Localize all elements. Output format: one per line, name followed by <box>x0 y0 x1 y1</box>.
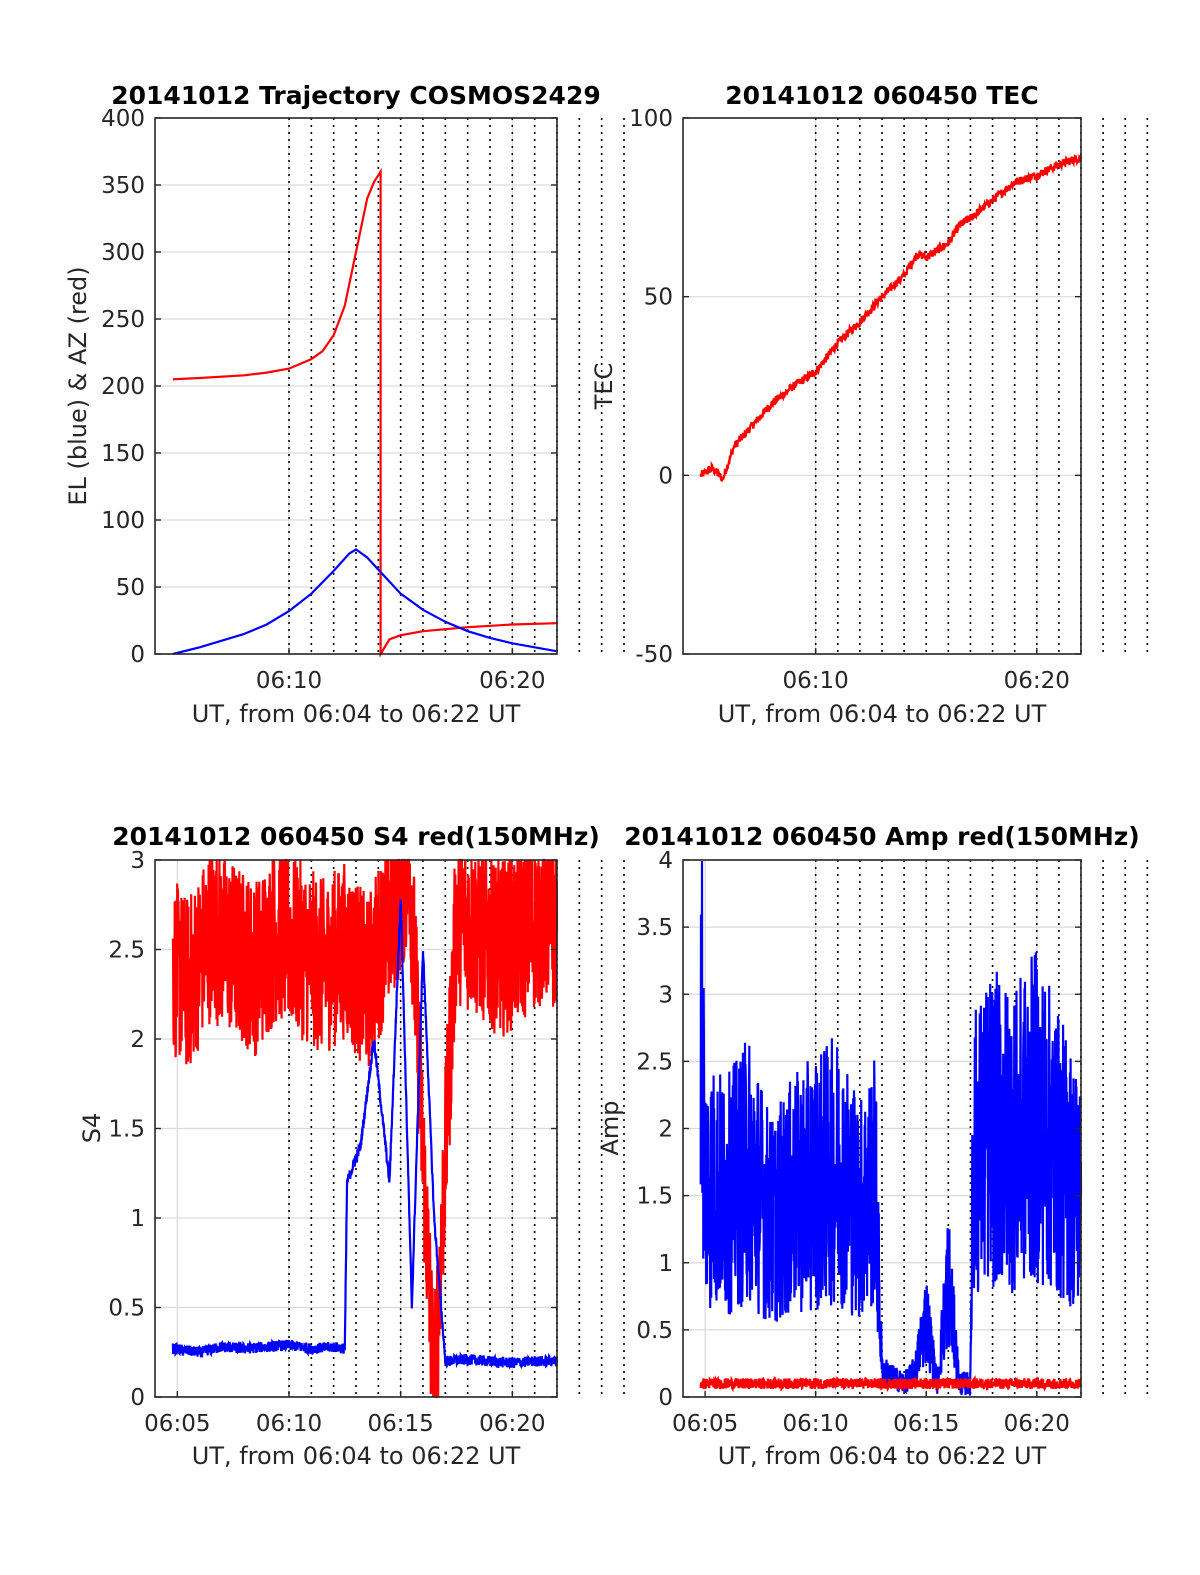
panel-2-ytick-label-3: 100 <box>629 106 673 132</box>
panel-4-series-blue <box>699 860 1083 1396</box>
panel-4-xtick-label-0: 06:05 <box>672 1411 738 1437</box>
panel-amp: 20141012 060450 Amp red(150MHz) UT, from… <box>596 822 1149 1470</box>
panel-1-ytick-label-4: 200 <box>101 374 145 400</box>
panel-1-ytick-label-1: 50 <box>116 575 145 601</box>
panel-3-xtick-label-2: 06:15 <box>368 1411 434 1437</box>
panel-s4: 20141012 060450 S4 red(150MHz) UT, from … <box>78 822 625 1470</box>
panel-1-series-red <box>172 167 558 658</box>
panel-tec: 20141012 060450 TEC UT, from 06:04 to 06… <box>590 81 1149 728</box>
panel-3-ytick-label-5: 2.5 <box>108 938 145 964</box>
panel-3-ytick-label-1: 0.5 <box>108 1296 145 1322</box>
panel-2-ylabel: TEC <box>590 363 618 411</box>
panel-2-xtick-label-1: 06:20 <box>1004 668 1070 694</box>
panel-2-ytick-label-0: -50 <box>635 642 673 668</box>
panel-4-ytick-label-1: 0.5 <box>636 1318 673 1344</box>
panel-1-ytick-label-2: 100 <box>101 508 145 534</box>
panel-3-xtick-label-0: 06:05 <box>144 1411 210 1437</box>
panel-4-ytick-label-5: 2.5 <box>636 1049 673 1075</box>
panel-3-title: 20141012 060450 S4 red(150MHz) <box>112 822 600 851</box>
panel-1-series-blue <box>172 548 558 656</box>
panel-2-ytick-label-1: 0 <box>658 463 673 489</box>
panel-trajectory: 20141012 Trajectory COSMOS2429 UT, from … <box>64 81 625 728</box>
panel-2-series-red <box>699 153 1083 482</box>
panel-2-axes-box <box>682 117 1082 655</box>
panel-4-title: 20141012 060450 Amp red(150MHz) <box>624 822 1140 851</box>
panel-2-xtick-label-0: 06:10 <box>783 668 849 694</box>
panel-3-ytick-label-4: 2 <box>130 1027 145 1053</box>
panel-2-xlabel: UT, from 06:04 to 06:22 UT <box>718 700 1047 728</box>
panel-1-ytick-label-3: 150 <box>101 441 145 467</box>
panel-3-ylabel: S4 <box>78 1113 106 1144</box>
panel-4-ytick-label-3: 1.5 <box>636 1184 673 1210</box>
panel-3-ytick-label-3: 1.5 <box>108 1117 145 1143</box>
panel-3-ytick-label-0: 0 <box>130 1385 145 1411</box>
panel-3-xtick-label-3: 06:20 <box>479 1411 545 1437</box>
panel-1-ylabel: EL (blue) & AZ (red) <box>64 266 92 505</box>
panel-1-ytick-label-8: 400 <box>101 106 145 132</box>
panel-3-xtick-label-1: 06:10 <box>256 1411 322 1437</box>
panel-4-xtick-label-2: 06:15 <box>893 1411 959 1437</box>
panel-4-xtick-label-1: 06:10 <box>783 1411 849 1437</box>
panel-3-xlabel: UT, from 06:04 to 06:22 UT <box>192 1442 521 1470</box>
panel-4-xlabel: UT, from 06:04 to 06:22 UT <box>718 1442 1047 1470</box>
panel-1-title: 20141012 Trajectory COSMOS2429 <box>111 81 601 110</box>
panel-4-ytick-label-0: 0 <box>658 1385 673 1411</box>
panel-3-series-red <box>171 858 559 1399</box>
panel-2-ytick-label-2: 50 <box>644 285 673 311</box>
panel-4-ylabel: Amp <box>596 1100 624 1155</box>
panel-3-series-blue <box>171 899 559 1370</box>
panel-4-ytick-label-6: 3 <box>658 982 673 1008</box>
panel-4-xtick-label-3: 06:20 <box>1004 1411 1070 1437</box>
panel-2-title: 20141012 060450 TEC <box>725 81 1038 110</box>
panel-3-ytick-label-2: 1 <box>130 1206 145 1232</box>
panel-4-ytick-label-7: 3.5 <box>636 915 673 941</box>
panel-4-ytick-label-2: 1 <box>658 1251 673 1277</box>
panel-3-ytick-label-6: 3 <box>130 848 145 874</box>
panel-1-ytick-label-7: 350 <box>101 173 145 199</box>
panel-4-ytick-label-8: 4 <box>658 848 673 874</box>
panel-1-ytick-label-5: 250 <box>101 307 145 333</box>
panel-1-ytick-label-6: 300 <box>101 240 145 266</box>
panel-1-ytick-label-0: 0 <box>130 642 145 668</box>
panel-1-xlabel: UT, from 06:04 to 06:22 UT <box>192 700 521 728</box>
panel-4-ytick-label-4: 2 <box>658 1117 673 1143</box>
panel-1-xtick-label-0: 06:10 <box>256 668 322 694</box>
panel-4-series-red <box>699 1375 1083 1393</box>
panel-1-xtick-label-1: 06:20 <box>479 668 545 694</box>
